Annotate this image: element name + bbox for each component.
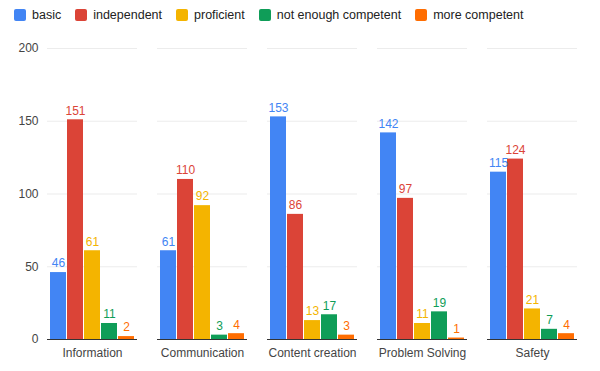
svg-text:19: 19 [433,296,447,310]
svg-text:1: 1 [453,322,460,336]
html-text:basic: basic [32,8,62,22]
svg-text:4: 4 [233,318,240,332]
svg-text:0: 0 [32,332,39,346]
svg-text:4: 4 [563,318,570,332]
svg-text:100: 100 [18,187,38,201]
svg-text:Information: Information [62,346,122,360]
svg-text:142: 142 [378,117,398,131]
svg-text:Problem Solving: Problem Solving [379,346,466,360]
svg-text:3: 3 [216,319,223,333]
svg-text:61: 61 [86,235,100,249]
svg-text:13: 13 [306,304,320,318]
svg-text:7: 7 [546,313,553,327]
svg-text:11: 11 [416,307,429,321]
svg-text:86: 86 [289,198,303,212]
svg-text:3: 3 [343,319,350,333]
svg-text:46: 46 [52,256,66,270]
svg-text:21: 21 [526,293,540,307]
svg-text:97: 97 [399,182,413,196]
svg-text:150: 150 [18,114,38,128]
svg-text:61: 61 [162,235,176,249]
svg-text:200: 200 [18,41,38,55]
html-text:independent: independent [93,8,162,22]
svg-text:Communication: Communication [161,346,244,360]
svg-text:110: 110 [176,163,195,177]
svg-text:Safety: Safety [515,346,549,360]
html-text:not enough competent: not enough competent [276,8,402,22]
svg-text:11: 11 [103,307,116,321]
svg-text:115: 115 [489,156,508,170]
svg-text:153: 153 [268,101,288,115]
html-text:more competent: more competent [433,8,524,22]
html-text:proficient: proficient [194,8,245,22]
svg-text:50: 50 [25,260,39,274]
svg-text:92: 92 [196,189,210,203]
svg-text:2: 2 [123,320,130,334]
svg-text:Content creation: Content creation [268,346,356,360]
svg-text:124: 124 [505,143,525,157]
svg-text:17: 17 [323,299,337,313]
svg-text:151: 151 [65,104,85,118]
